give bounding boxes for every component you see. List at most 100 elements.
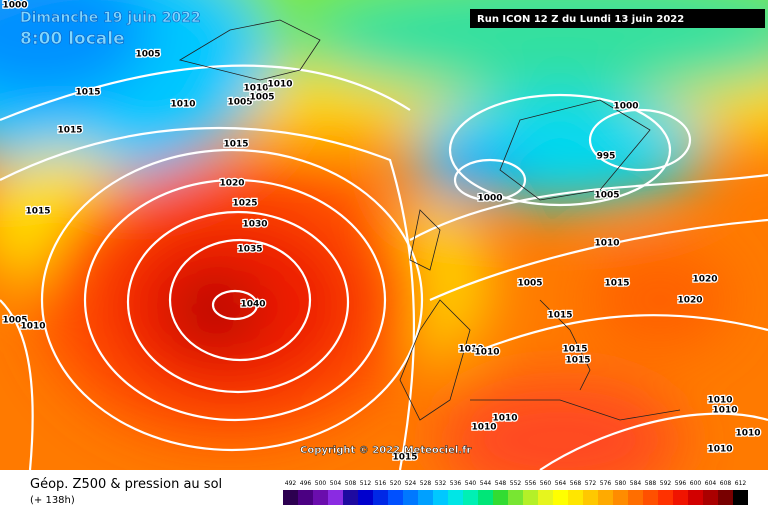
scale-swatch — [328, 490, 343, 505]
scale-swatch — [643, 490, 658, 505]
isobar-label: 995 — [597, 152, 616, 162]
isobar-label: 1020 — [692, 275, 717, 285]
scale-label: 500 — [315, 480, 327, 487]
scale-swatch — [688, 490, 703, 505]
scale-swatch — [493, 490, 508, 505]
isobar-label: 1020 — [677, 296, 702, 306]
scale-label: 596 — [675, 480, 687, 487]
scale-swatch — [283, 490, 298, 505]
scale-label: 600 — [690, 480, 702, 487]
scale-label: 504 — [330, 480, 342, 487]
isobar-label: 1010 — [170, 100, 195, 110]
scale-swatch — [673, 490, 688, 505]
isobar-label: 1010 — [594, 239, 619, 249]
scale-label: 508 — [345, 480, 357, 487]
isobar-label: 1035 — [237, 245, 262, 255]
isobar-label: 1010 — [707, 396, 732, 406]
scale-label: 492 — [285, 480, 297, 487]
scale-swatch — [733, 490, 748, 505]
isobar-label: 1005 — [227, 98, 252, 108]
isobar-label: 1005 — [2, 316, 27, 326]
scale-swatch — [433, 490, 448, 505]
isobar-label: 1030 — [242, 220, 267, 230]
scale-swatch — [298, 490, 313, 505]
scale-label: 524 — [405, 480, 417, 487]
isobar-label: 1015 — [547, 311, 572, 321]
scale-label: 604 — [705, 480, 717, 487]
scale-label: 568 — [570, 480, 582, 487]
isobar-label: 1000 — [613, 102, 638, 112]
isobar-label: 1025 — [232, 199, 257, 209]
isobar-label: 1010 — [20, 322, 45, 332]
scale-swatch — [343, 490, 358, 505]
scale-swatch — [703, 490, 718, 505]
scale-label: 572 — [585, 480, 597, 487]
isobar-label: 1005 — [135, 50, 160, 60]
scale-swatch — [478, 490, 493, 505]
scale-swatch — [613, 490, 628, 505]
isobar-label: 1005 — [517, 279, 542, 289]
coastlines — [178, 19, 681, 421]
scale-swatch — [598, 490, 613, 505]
scale-swatch — [523, 490, 538, 505]
scale-label: 552 — [510, 480, 522, 487]
isobar-label: 1015 — [565, 356, 590, 366]
scale-label: 520 — [390, 480, 402, 487]
scale-label: 576 — [600, 480, 612, 487]
run-info: Run ICON 12 Z du Lundi 13 juin 2022 — [477, 14, 684, 25]
scale-label: 536 — [450, 480, 462, 487]
forecast-date: Dimanche 19 juin 2022 — [20, 10, 201, 26]
scale-label: 556 — [525, 480, 537, 487]
scale-swatch — [358, 490, 373, 505]
scale-label: 584 — [630, 480, 642, 487]
isobar-label: 1010 — [267, 80, 292, 90]
scale-swatch — [508, 490, 523, 505]
scale-label: 544 — [480, 480, 492, 487]
isobar-label: 1010 — [458, 345, 483, 355]
scale-swatch — [583, 490, 598, 505]
scale-swatch — [448, 490, 463, 505]
isobar-label: 1015 — [57, 126, 82, 136]
scale-label: 540 — [465, 480, 477, 487]
isobar-label: 1015 — [75, 88, 100, 98]
scale-label: 592 — [660, 480, 672, 487]
scale-swatch — [463, 490, 478, 505]
isobar-label: 1015 — [604, 279, 629, 289]
scale-swatch — [388, 490, 403, 505]
scale-label: 512 — [360, 480, 372, 487]
isobar-label: 1010 — [707, 445, 732, 455]
color-scale: 492 496 500 504 508 512 516 520 524 528 532 536 540 5… — [283, 480, 748, 505]
isobar-label: 1010 — [492, 414, 517, 424]
scale-swatch — [658, 490, 673, 505]
scale-label: 608 — [720, 480, 732, 487]
scale-label: 516 — [375, 480, 387, 487]
scale-label: 528 — [420, 480, 432, 487]
scale-label: 612 — [735, 480, 747, 487]
isobar-label: 1015 — [25, 207, 50, 217]
scale-swatch — [568, 490, 583, 505]
scale-swatch — [403, 490, 418, 505]
scale-label: 560 — [540, 480, 552, 487]
isobar-label: 1015 — [562, 345, 587, 355]
isobar-label: 1000 — [477, 194, 502, 204]
scale-label: 564 — [555, 480, 567, 487]
scale-swatch — [628, 490, 643, 505]
scale-label: 580 — [615, 480, 627, 487]
scale-label: 532 — [435, 480, 447, 487]
isobar-label: 1010 — [471, 423, 496, 433]
scale-swatch — [553, 490, 568, 505]
copyright: Copyright © 2022 Meteociel.fr — [300, 445, 471, 456]
isobar-label: 1015 — [223, 140, 248, 150]
isobar-label: 1010 — [712, 406, 737, 416]
scale-swatch — [538, 490, 553, 505]
isobar-label: 1015 — [392, 453, 417, 463]
isobar-label: 1040 — [240, 300, 265, 310]
scale-swatch — [718, 490, 733, 505]
footer-title: Géop. Z500 & pression au sol — [30, 477, 222, 492]
scale-swatch — [313, 490, 328, 505]
isobar-label: 1005 — [249, 93, 274, 103]
scale-swatch — [418, 490, 433, 505]
isobar-label: 1010 — [474, 348, 499, 358]
